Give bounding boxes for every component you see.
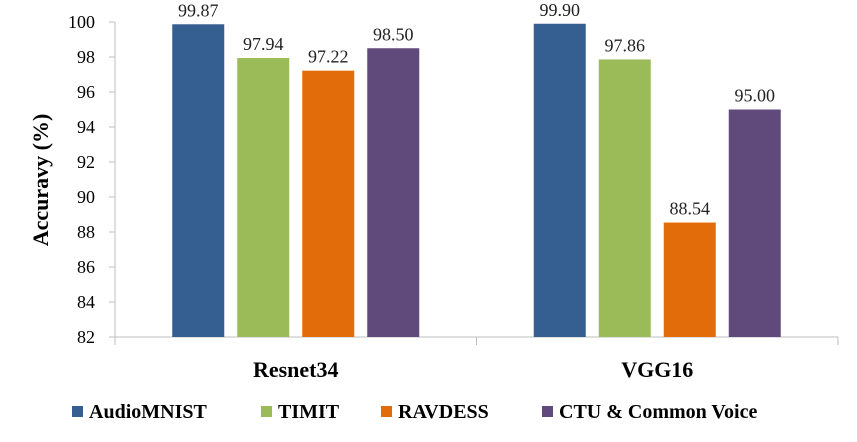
bar [237,58,290,338]
data-label: 97.22 [308,47,349,67]
y-axis-title: Accuravy (%) [28,114,53,247]
y-tick-label: 96 [77,82,95,102]
y-tick-label: 98 [77,47,95,67]
data-label: 99.87 [178,0,219,20]
bar [367,48,420,337]
bar [598,59,651,337]
y-tick-label: 90 [77,187,95,207]
bar [533,23,586,337]
bar [302,70,355,338]
y-tick-label: 94 [77,117,95,137]
legend-swatch [72,406,83,417]
plot-area: 82 84 86 88 90 92 94 96 98 100 99.87 97.94 97.22 98.5… [68,0,839,382]
legend-label: RAVDESS [398,401,489,423]
data-label: 99.90 [540,0,581,20]
legend-swatch [381,406,392,417]
data-label: 97.94 [243,34,284,54]
legend-label: CTU & Common Voice [559,401,757,423]
bar [172,24,225,338]
data-label: 95.00 [735,86,776,106]
legend: AudioMNIST TIMIT RAVDESS CTU & Common Voice [72,401,757,423]
data-label: 97.86 [605,35,646,55]
y-tick-label: 84 [77,292,95,312]
legend-swatch [261,406,272,417]
legend-label: TIMIT [278,401,340,423]
y-tick-label: 82 [77,327,95,347]
data-label: 88.54 [670,199,711,219]
y-tick-label: 88 [77,222,95,242]
bar [663,222,716,337]
x-category-label: VGG16 [621,357,693,382]
bar [728,109,781,337]
y-tick-label: 92 [77,152,95,172]
y-tick-label: 86 [77,257,95,277]
legend-swatch [542,406,553,417]
data-label: 98.50 [373,24,414,44]
legend-label: AudioMNIST [89,401,207,423]
x-category-label: Resnet34 [253,357,339,382]
y-tick-label: 100 [68,12,95,32]
